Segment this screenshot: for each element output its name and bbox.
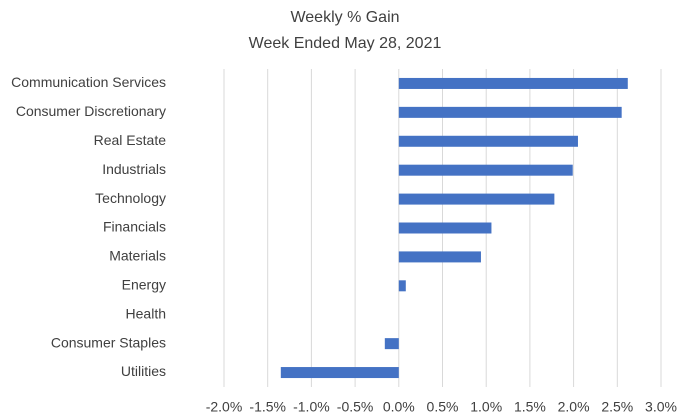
- bar: [398, 280, 406, 292]
- x-tick-label: -0.5%: [337, 399, 374, 415]
- y-tick-label: Consumer Staples: [51, 334, 166, 350]
- y-tick-label: Utilities: [121, 363, 166, 379]
- y-tick-label: Technology: [95, 190, 166, 206]
- bar: [398, 135, 578, 147]
- x-tick-label: 1.5%: [514, 399, 546, 415]
- x-tick-label: -1.5%: [249, 399, 286, 415]
- y-tick-label: Communication Services: [11, 74, 166, 90]
- y-tick-label: Health: [126, 305, 166, 321]
- bar: [280, 367, 399, 379]
- chart-title: Weekly % Gain: [290, 9, 399, 26]
- y-tick-label: Financials: [103, 219, 166, 235]
- x-tick-label: -1.0%: [293, 399, 330, 415]
- bar: [398, 77, 628, 89]
- chart-subtitle: Week Ended May 28, 2021: [249, 35, 442, 52]
- y-tick-label: Consumer Discretionary: [16, 103, 166, 119]
- x-tick-label: 2.5%: [601, 399, 633, 415]
- y-tick-label: Industrials: [102, 161, 166, 177]
- bar: [398, 164, 573, 176]
- y-tick-label: Real Estate: [94, 132, 167, 148]
- bar: [398, 222, 492, 234]
- x-tick-label: 3.0%: [645, 399, 677, 415]
- y-tick-label: Energy: [122, 277, 166, 293]
- x-tick-label: 1.0%: [470, 399, 502, 415]
- x-tick-label: 0.0%: [383, 399, 415, 415]
- x-tick-label: 2.0%: [558, 399, 590, 415]
- x-tick-label: -2.0%: [206, 399, 243, 415]
- bar: [398, 251, 481, 263]
- bar: [384, 338, 399, 350]
- bar: [398, 106, 622, 118]
- x-tick-label: 0.5%: [427, 399, 459, 415]
- y-tick-label: Materials: [109, 248, 166, 264]
- bar: [398, 193, 555, 205]
